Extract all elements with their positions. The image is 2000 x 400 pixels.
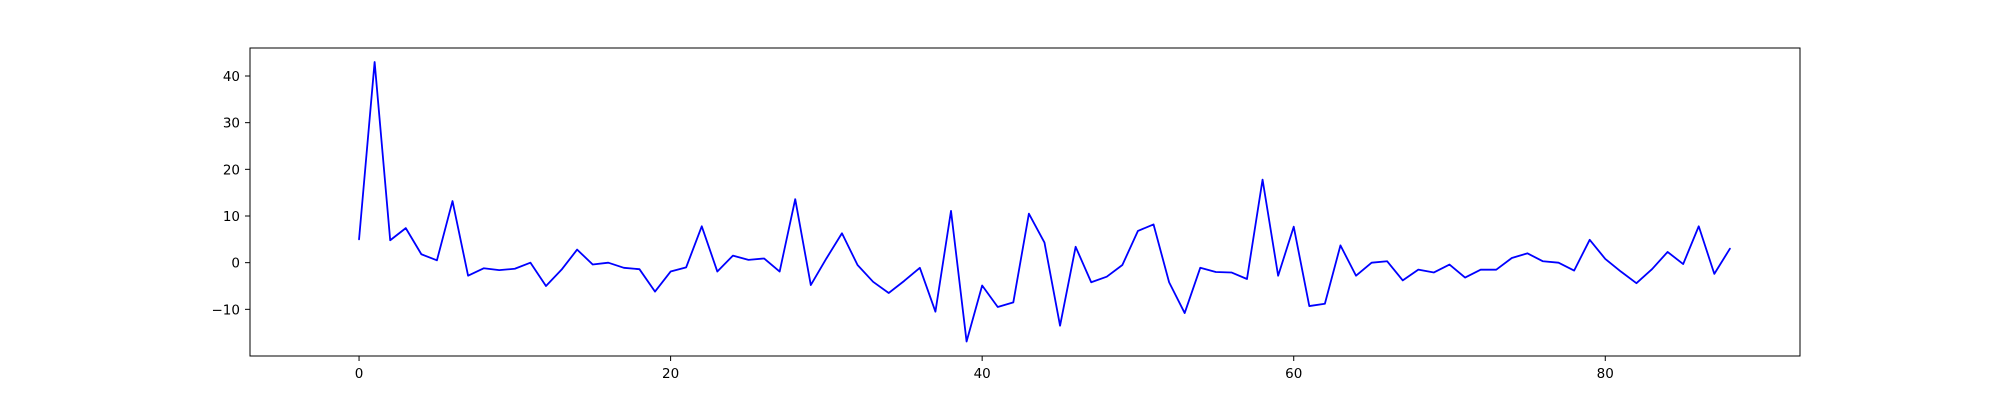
plot-area bbox=[358, 61, 1731, 343]
y-tick-label-40: 40 bbox=[223, 69, 240, 85]
y-tick-label-10: 10 bbox=[223, 209, 240, 225]
y-tick-label-0: 0 bbox=[231, 256, 240, 272]
axes: 0 20 40 60 80 −10 0 10 20 30 40 bbox=[212, 47, 1801, 382]
x-tick-label-60: 60 bbox=[1285, 366, 1302, 382]
axes-frame bbox=[249, 47, 1801, 357]
series-line-1 bbox=[358, 61, 1731, 343]
y-tick-label--10: −10 bbox=[212, 302, 241, 318]
x-tick-label-40: 40 bbox=[974, 366, 991, 382]
x-tick-label-20: 20 bbox=[662, 366, 679, 382]
y-tick-label-30: 30 bbox=[223, 116, 240, 132]
x-tick-label-80: 80 bbox=[1597, 366, 1614, 382]
x-tick-label-0: 0 bbox=[355, 366, 364, 382]
y-tick-label-20: 20 bbox=[223, 162, 240, 178]
